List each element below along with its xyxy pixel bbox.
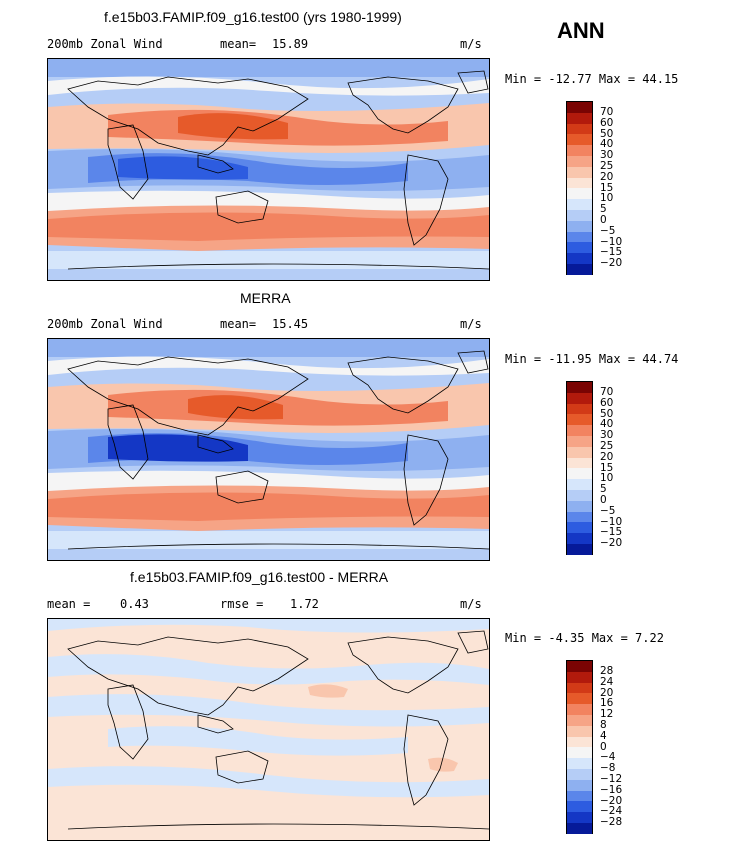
panel3-colorbar-label: 8 [600, 719, 607, 731]
panel3-map [47, 618, 490, 841]
panel1-units: m/s [460, 37, 482, 51]
panel2-variable-label: 200mb Zonal Wind [47, 317, 163, 331]
panel2-colorbar-label: 15 [600, 461, 614, 474]
panel2-field-svg [48, 339, 489, 560]
panel2-colorbar-label: 5 [600, 483, 607, 496]
panel1-colorbar-label: 40 [600, 138, 614, 151]
panel3-units: m/s [460, 597, 482, 611]
panel3-colorbar-label: −20 [600, 794, 623, 807]
panel3-colorbar-label: 16 [600, 697, 614, 710]
panel2-colorbar-label: 50 [600, 407, 614, 420]
panel3-colorbar-label: −16 [600, 783, 623, 796]
panel1-variable-label: 200mb Zonal Wind [47, 37, 163, 51]
panel3-colorbar-label: 20 [600, 686, 614, 699]
panel1-map [47, 58, 490, 281]
panel1-field-svg [48, 59, 489, 280]
panel1-colorbar-label: 5 [600, 203, 607, 216]
panel2-colorbar-label: −10 [600, 515, 623, 528]
panel2-colorbar-label: 40 [600, 418, 614, 431]
panel2-colorbar-label: 25 [600, 440, 614, 452]
panel1-colorbar-label: −5 [600, 224, 616, 237]
panel3-colorbar-label: 4 [600, 729, 607, 742]
panel1-colorbar [566, 101, 593, 275]
panel2-colorbar-label: 30 [600, 429, 614, 442]
panel1-colorbar-label: −10 [600, 235, 623, 248]
panel1-colorbar-label: 15 [600, 181, 614, 194]
panel1-colorbar-label: 60 [600, 116, 614, 129]
panel3-colorbar [566, 660, 593, 834]
panel3-mean-label: mean = [47, 597, 91, 611]
panel3-rmse-value: 1.72 [290, 597, 319, 611]
panel3-colorbar-label: −28 [600, 816, 623, 829]
panel3-colorbar-label: 12 [600, 708, 614, 721]
panel2-units: m/s [460, 317, 482, 331]
panel2-colorbar-label: 10 [600, 472, 614, 485]
panel3-colorbar-label: −24 [600, 805, 623, 818]
panel2-map [47, 338, 490, 561]
panel2-colorbar [566, 381, 593, 555]
panel1-colorbar-label: 70 [600, 106, 614, 118]
panel1-colorbar-label: 0 [600, 214, 607, 226]
panel3-colorbar-label: −12 [600, 773, 623, 785]
panel1-mean-value: 15.89 [272, 37, 309, 51]
panel2-colorbar-label: 70 [600, 386, 614, 398]
panel3-rmse-label: rmse = [220, 597, 264, 611]
panel1-minmax: Min = -12.77 Max = 44.15 [505, 72, 679, 86]
panel2-colorbar-label: 60 [600, 396, 614, 409]
panel3-mean-value: 0.43 [120, 597, 149, 611]
panel1-colorbar-label: 25 [600, 160, 614, 172]
panel1-colorbar-label: 10 [600, 192, 614, 205]
panel3-title: f.e15b03.FAMIP.f09_g16.test00 - MERRA [130, 569, 389, 585]
panel2-colorbar-label: −15 [600, 526, 623, 539]
panel3-colorbar-label: 0 [600, 740, 607, 753]
panel2-colorbar-label: 0 [600, 494, 607, 506]
panel2-title: MERRA [240, 290, 291, 306]
panel2-mean-label: mean= [220, 317, 257, 331]
panel3-minmax: Min = -4.35 Max = 7.22 [505, 631, 664, 645]
season-label: ANN [557, 18, 605, 43]
panel1-colorbar-label: −15 [600, 246, 623, 259]
panel1-mean-label: mean= [220, 37, 257, 51]
panel1-colorbar-label: −20 [600, 257, 623, 270]
panel3-colorbar-label: −4 [600, 751, 616, 764]
panel1-colorbar-label: 30 [600, 149, 614, 162]
panel2-colorbar-label: 20 [600, 450, 614, 463]
panel3-colorbar-label: −8 [600, 762, 616, 775]
panel1-colorbar-label: 20 [600, 170, 614, 183]
panel1-title: f.e15b03.FAMIP.f09_g16.test00 (yrs 1980-… [104, 9, 402, 25]
panel2-minmax: Min = -11.95 Max = 44.74 [505, 352, 679, 366]
panel2-colorbar-label: −5 [600, 504, 616, 517]
panel3-colorbar-label: 28 [600, 665, 614, 677]
panel3-field-svg [48, 619, 489, 840]
panel1-colorbar-label: 50 [600, 127, 614, 140]
panel2-colorbar-label: −20 [600, 537, 623, 550]
panel2-mean-value: 15.45 [272, 317, 309, 331]
panel3-colorbar-label: 24 [600, 675, 614, 688]
